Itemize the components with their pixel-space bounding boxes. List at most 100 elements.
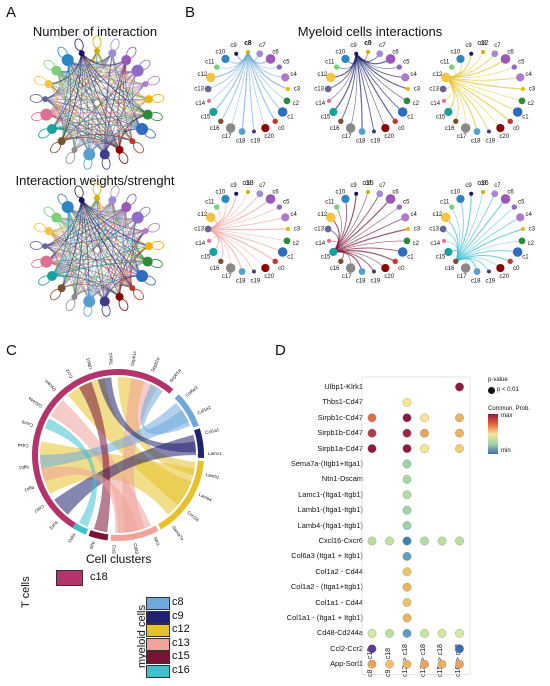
interaction-edge xyxy=(445,76,478,132)
cluster-node xyxy=(324,85,332,93)
node-label: c18 xyxy=(356,278,366,284)
interaction-edge xyxy=(332,53,357,113)
cluster-node xyxy=(209,107,218,117)
cluster-node xyxy=(277,247,288,257)
pvalue-legend-item: p < 0.01 xyxy=(497,387,519,393)
node-label: c16 xyxy=(445,126,455,132)
node-label: c5 xyxy=(283,199,290,205)
gene-label: Cd44 xyxy=(17,442,29,448)
cluster-node xyxy=(385,194,396,204)
node-label: c1 xyxy=(287,115,294,121)
cluster-node xyxy=(272,118,278,125)
bubble-dot xyxy=(402,536,412,546)
cluster-node xyxy=(285,87,290,92)
bubble-dot xyxy=(455,444,464,453)
node-label: c20 xyxy=(264,274,274,280)
cluster-node xyxy=(405,87,410,92)
interaction-edge xyxy=(355,53,409,90)
cluster-node xyxy=(518,237,526,245)
bubble-dot xyxy=(385,536,394,546)
node-label: c9 xyxy=(350,43,357,49)
cluster-node xyxy=(345,263,356,273)
bubble-dot xyxy=(402,567,412,577)
bubble-plot-frame xyxy=(361,376,471,675)
cluster-node xyxy=(376,50,384,58)
cluster-node xyxy=(442,98,447,103)
node-label: c14 xyxy=(430,241,440,247)
cluster-node xyxy=(473,268,481,275)
bubble-dot xyxy=(420,629,429,638)
myeloid-arc-2 xyxy=(157,460,204,530)
node-label: c16 xyxy=(445,266,455,272)
bubble-dot xyxy=(402,613,412,623)
cluster-node xyxy=(473,128,481,135)
cluster-node xyxy=(511,204,517,210)
cluster-node xyxy=(234,191,239,196)
interaction-edge xyxy=(455,206,515,262)
gene-label: Itga1 xyxy=(23,485,35,493)
interaction-edge xyxy=(332,198,391,253)
node-label: c10 xyxy=(336,190,346,196)
node-label: c16 xyxy=(330,266,340,272)
node-label: c13 xyxy=(194,86,204,92)
cluster-node xyxy=(456,54,465,64)
gene-label: Klrk1 xyxy=(67,532,77,544)
cluster-node xyxy=(251,269,256,274)
node-label: c12 xyxy=(433,212,443,218)
bubble-dot xyxy=(437,659,447,669)
node-label: c16 xyxy=(330,126,340,132)
cluster-node xyxy=(265,54,276,64)
node-label: c20 xyxy=(499,134,509,140)
node-label: c20 xyxy=(264,134,274,140)
interaction-edge xyxy=(208,206,280,230)
node-label: c1 xyxy=(522,255,529,261)
interaction-edge xyxy=(455,193,496,262)
node-label: c13 xyxy=(314,226,324,232)
cluster-node xyxy=(511,64,517,70)
node-label: c10 xyxy=(216,50,226,56)
bubble-dot xyxy=(402,490,412,500)
cluster-node xyxy=(325,72,336,83)
node-label: c8 xyxy=(365,41,372,47)
node-label: c10 xyxy=(336,50,346,56)
cluster-node xyxy=(265,194,276,204)
cluster-node xyxy=(281,213,290,222)
cluster-node xyxy=(99,296,110,307)
cluster-node xyxy=(251,129,256,134)
node-label: c12 xyxy=(318,72,328,78)
c13-legend-label: c13 xyxy=(172,636,190,649)
bubble-dot xyxy=(437,536,447,546)
node-label: c7 xyxy=(259,183,266,189)
cluster-node xyxy=(256,50,264,58)
interaction-edge xyxy=(247,51,266,129)
cluster-node xyxy=(108,196,117,205)
interaction-edge xyxy=(333,250,396,262)
cluster-node xyxy=(276,64,282,70)
node-label: c15 xyxy=(201,255,211,261)
cluster-node xyxy=(516,73,525,82)
node-label: c15 xyxy=(436,255,446,261)
cluster-node xyxy=(46,271,57,281)
row-label: Col1a1 - (Itga1 + Itgb1) xyxy=(286,613,363,622)
row-label: Col1a1 - Cd44 xyxy=(315,597,363,607)
cluster-node xyxy=(121,55,132,66)
node-label: c7 xyxy=(379,183,386,189)
cluster-node xyxy=(205,212,216,223)
node-label: c19 xyxy=(250,138,260,144)
cluster-node xyxy=(366,190,370,194)
cluster-node xyxy=(285,227,290,232)
cluster-node xyxy=(238,268,246,275)
cluster-node xyxy=(71,293,78,300)
bubble-dot xyxy=(367,644,377,654)
cluster-node xyxy=(324,225,332,233)
bubble-dot xyxy=(455,659,464,669)
interaction-edge xyxy=(241,51,249,132)
c16-swatch xyxy=(146,664,170,678)
node-label: c5 xyxy=(403,59,410,65)
c8-legend-label: c8 xyxy=(172,596,184,608)
node-label: c3 xyxy=(529,86,536,92)
bubble-dot xyxy=(420,444,429,453)
